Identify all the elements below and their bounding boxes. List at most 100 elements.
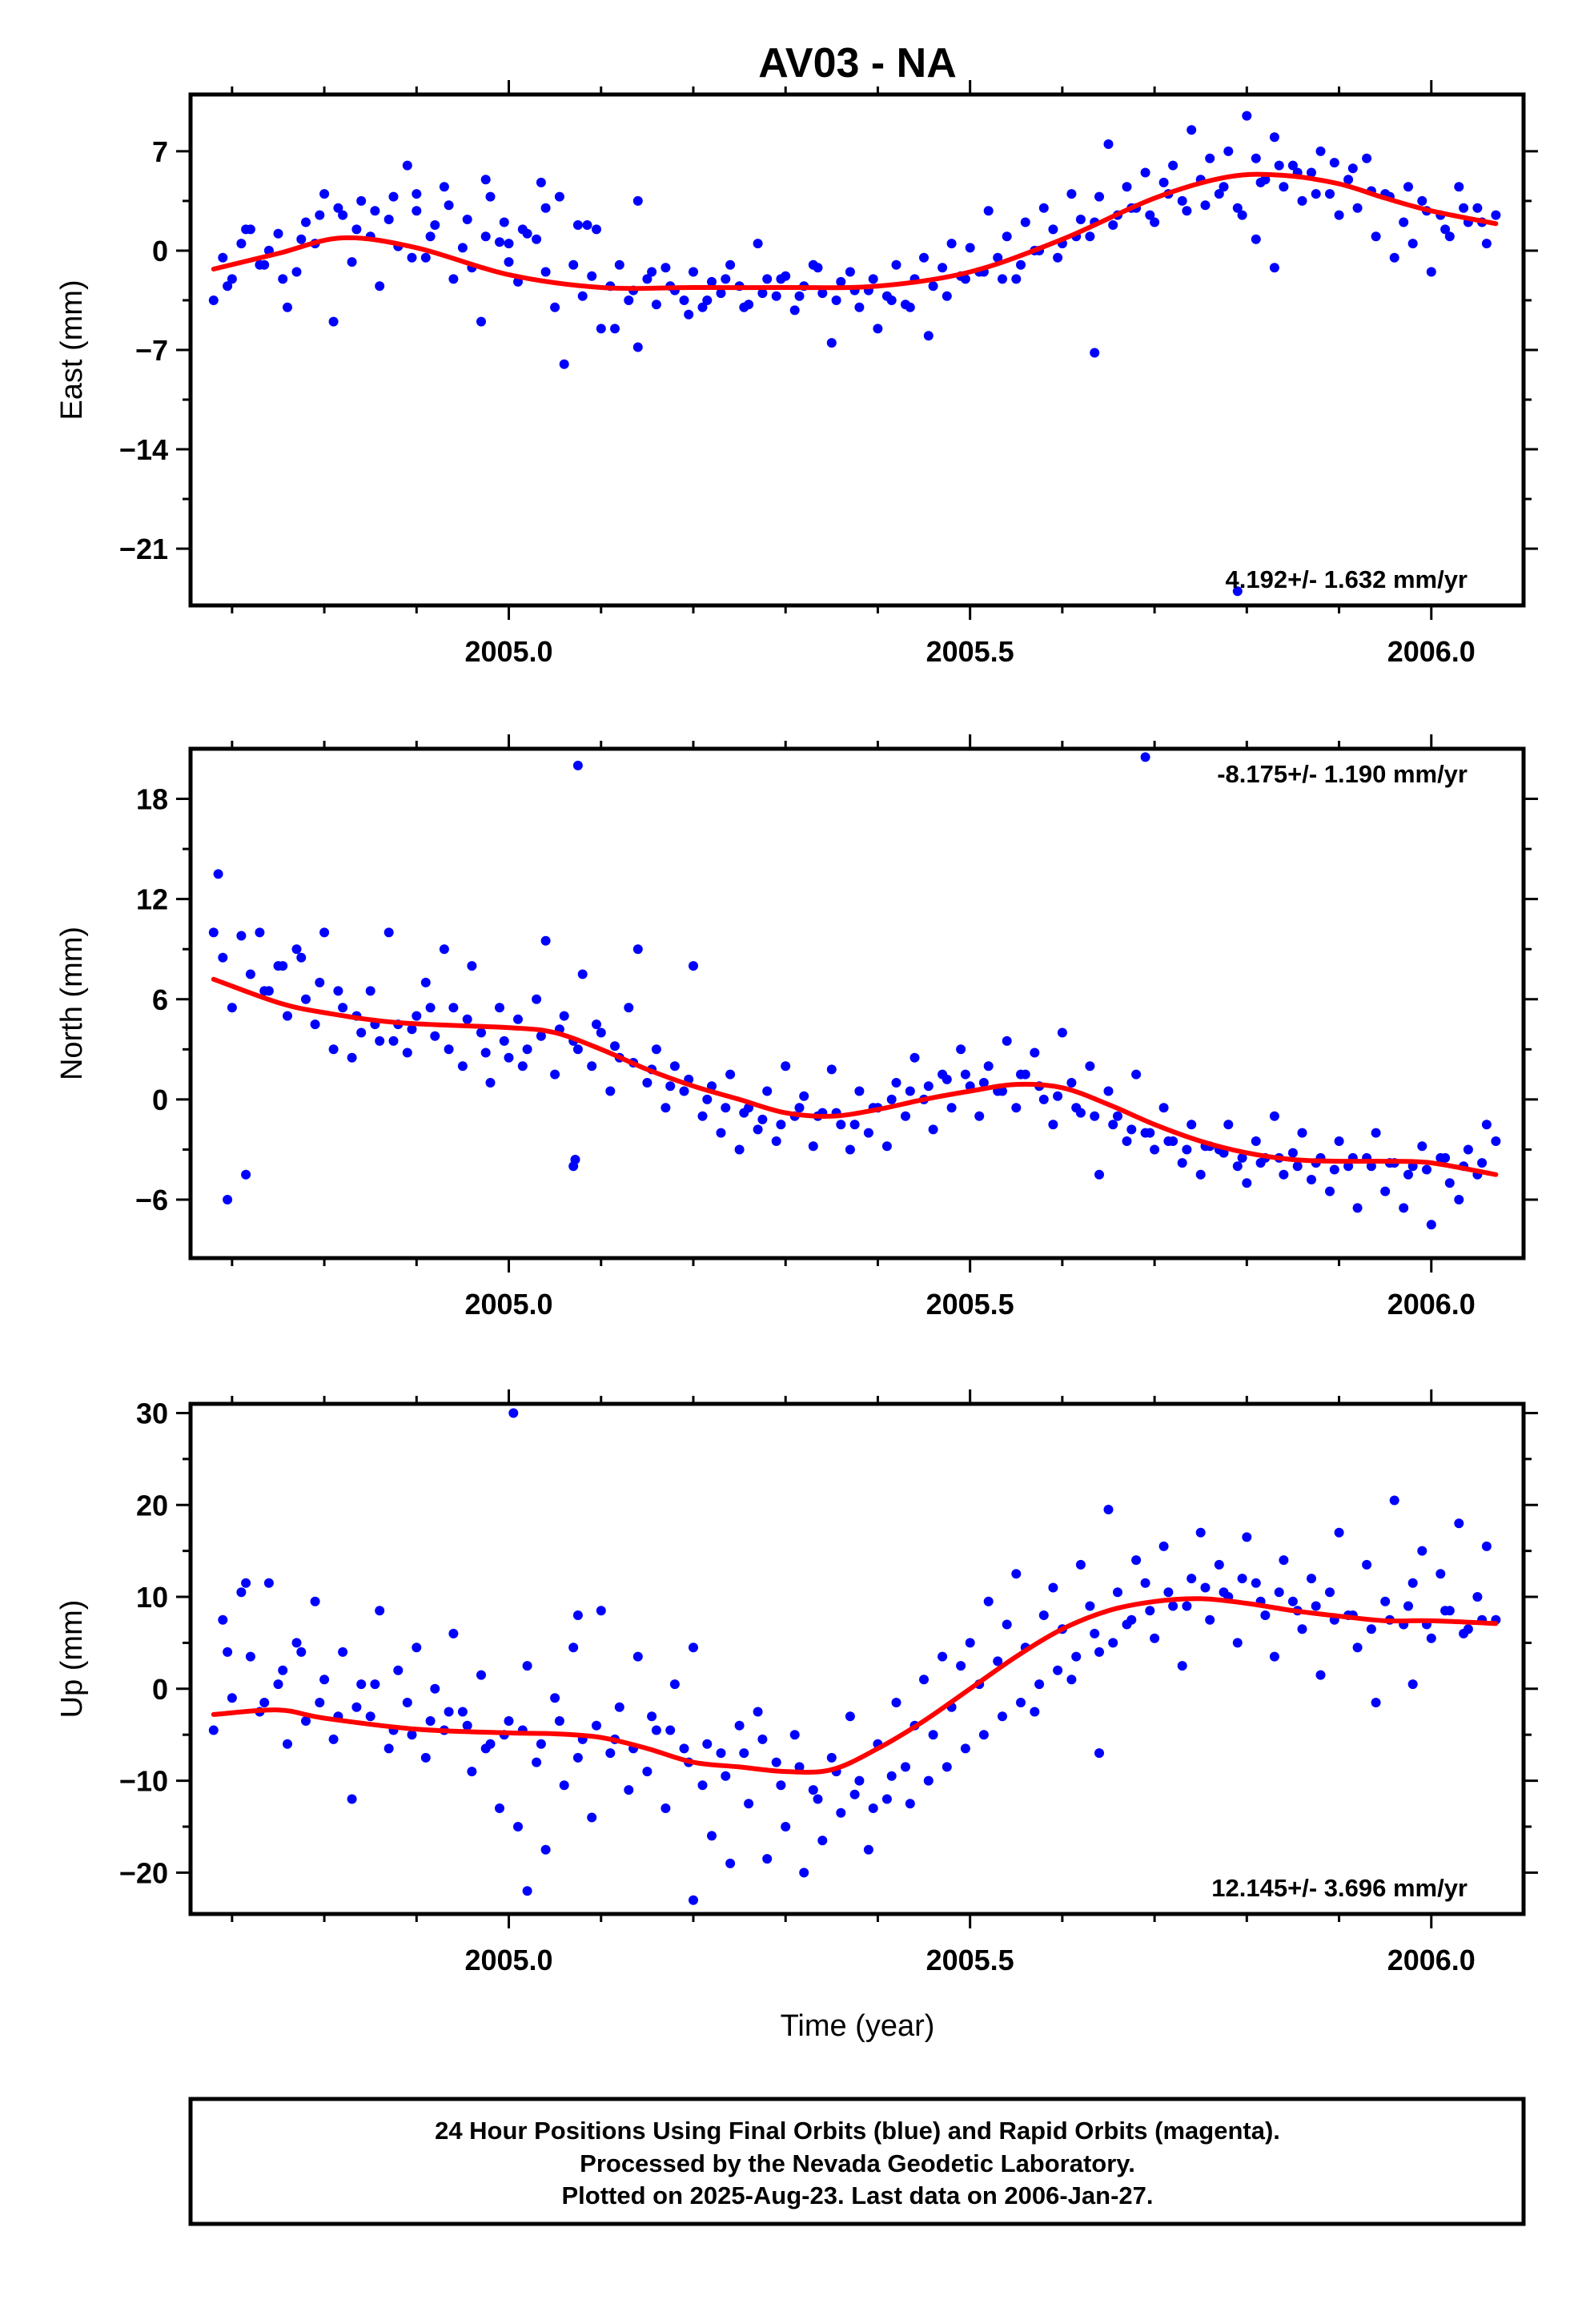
- data-point: [218, 952, 228, 963]
- data-point: [577, 291, 588, 301]
- data-point: [402, 160, 412, 171]
- data-point: [1200, 200, 1211, 211]
- x-tick-label: 2005.0: [464, 635, 552, 668]
- y-tick-label: 30: [136, 1397, 168, 1429]
- data-point: [513, 1014, 523, 1024]
- data-point: [536, 1739, 546, 1749]
- data-point: [632, 342, 643, 352]
- data-point: [572, 1044, 583, 1055]
- data-point: [776, 1780, 786, 1791]
- data-point: [375, 281, 385, 292]
- data-point: [439, 182, 449, 192]
- data-point: [504, 239, 514, 249]
- data-point: [642, 1767, 652, 1777]
- data-point: [1140, 752, 1150, 762]
- data-point: [462, 1014, 472, 1024]
- data-point: [1307, 1574, 1316, 1584]
- data-point: [550, 1693, 560, 1703]
- data-point: [614, 1702, 624, 1712]
- data-point: [1274, 160, 1284, 171]
- y-tick-label: −10: [119, 1765, 168, 1798]
- data-point: [1126, 1614, 1137, 1625]
- data-point: [1186, 1120, 1197, 1130]
- data-point: [241, 1578, 251, 1588]
- x-tick-label: 2006.0: [1387, 635, 1476, 668]
- data-point: [1403, 1169, 1413, 1180]
- data-point: [430, 220, 440, 230]
- data-point: [1163, 1587, 1174, 1598]
- data-point: [245, 969, 255, 979]
- data-point: [351, 1702, 362, 1712]
- data-point: [1219, 182, 1229, 192]
- data-point: [928, 1730, 938, 1740]
- data-point: [508, 1408, 519, 1418]
- data-point: [789, 1730, 800, 1740]
- data-point: [632, 944, 643, 955]
- data-point: [781, 1822, 791, 1831]
- data-point: [236, 1587, 247, 1598]
- data-point: [223, 1647, 233, 1657]
- data-point: [1242, 1532, 1252, 1542]
- data-point: [1366, 1161, 1376, 1172]
- data-point: [771, 1757, 781, 1767]
- data-point: [559, 1780, 569, 1791]
- data-point: [928, 1124, 938, 1135]
- data-point: [1454, 182, 1464, 192]
- data-point: [721, 1771, 731, 1781]
- data-point: [495, 237, 504, 247]
- data-point: [868, 1803, 878, 1813]
- data-point: [881, 1794, 892, 1804]
- data-point: [1380, 1186, 1391, 1196]
- data-point: [338, 1003, 348, 1013]
- data-point: [1168, 1601, 1178, 1611]
- data-point: [993, 252, 1003, 263]
- data-point: [462, 215, 472, 224]
- data-point: [1038, 1094, 1049, 1104]
- data-point: [753, 1124, 763, 1135]
- data-point: [942, 291, 952, 301]
- data-point: [1315, 146, 1326, 156]
- data-point: [1145, 210, 1155, 220]
- data-point: [462, 1720, 472, 1731]
- data-point: [296, 1647, 307, 1657]
- data-point: [1269, 1111, 1279, 1121]
- data-point: [596, 1027, 606, 1038]
- data-point: [301, 217, 311, 227]
- data-point: [665, 1725, 676, 1735]
- data-point: [1459, 203, 1469, 213]
- data-point: [495, 1003, 504, 1013]
- data-point: [420, 1752, 431, 1763]
- data-point: [365, 986, 375, 996]
- data-point: [1380, 1596, 1391, 1606]
- data-point: [624, 1785, 634, 1795]
- data-point: [854, 302, 865, 312]
- data-point: [1279, 1169, 1289, 1180]
- data-point: [572, 760, 583, 770]
- data-point: [647, 1711, 657, 1722]
- data-point: [632, 195, 643, 206]
- data-point: [587, 271, 597, 281]
- data-point: [550, 1069, 560, 1080]
- data-point: [208, 1725, 219, 1735]
- data-point: [1403, 182, 1413, 192]
- data-point: [241, 1169, 251, 1180]
- data-point: [559, 359, 569, 369]
- data-point: [1269, 263, 1279, 273]
- data-point: [407, 1024, 417, 1035]
- data-point: [596, 324, 606, 334]
- data-point: [467, 961, 477, 971]
- data-point: [1195, 1169, 1206, 1180]
- data-point: [1251, 153, 1261, 163]
- data-point: [993, 1656, 1003, 1667]
- data-point: [278, 961, 288, 971]
- data-point: [328, 316, 339, 327]
- data-point: [439, 944, 449, 955]
- data-point: [315, 1698, 325, 1707]
- data-point: [1297, 1624, 1307, 1634]
- data-point: [223, 281, 233, 292]
- data-point: [554, 191, 564, 202]
- data-point: [1362, 1559, 1372, 1570]
- data-point: [1186, 125, 1197, 135]
- data-point: [1020, 217, 1030, 227]
- data-point: [905, 1086, 915, 1096]
